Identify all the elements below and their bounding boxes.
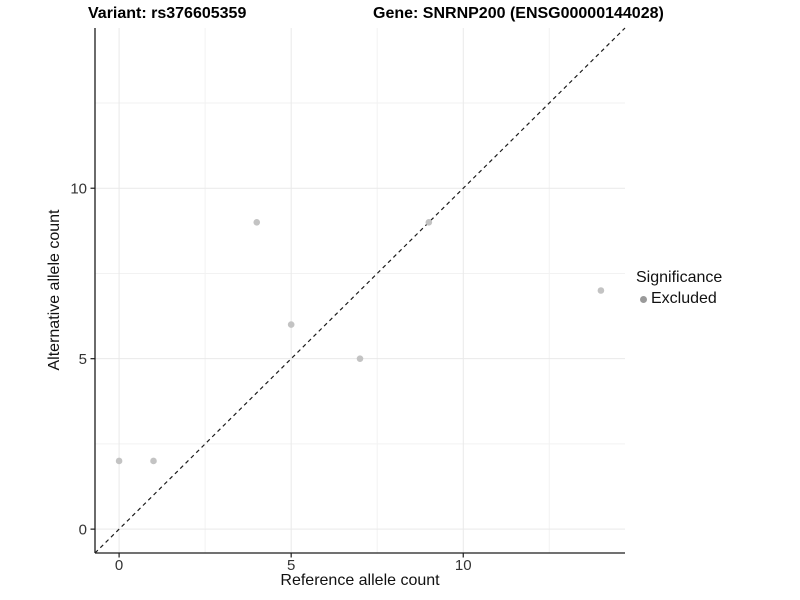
y-tick-label: 5 <box>79 351 87 368</box>
x-tick-label: 0 <box>115 557 123 574</box>
data-point <box>356 355 364 362</box>
legend-key-dot-icon <box>640 295 647 303</box>
data-point <box>150 457 157 465</box>
x-axis-title: Reference allele count <box>280 572 440 589</box>
legend: Significance Excluded <box>636 268 722 308</box>
x-tick-label: 5 <box>287 557 295 574</box>
identity-reference-line <box>94 27 626 554</box>
data-point <box>425 219 433 226</box>
x-tick-label: 10 <box>455 557 472 574</box>
legend-title: Significance <box>636 269 723 286</box>
data-point <box>287 321 295 328</box>
gene-title: Gene: SNRNP200 (ENSG00000144028) <box>373 5 664 22</box>
variant-title: Variant: rs376605359 <box>88 5 247 22</box>
legend-item-label: Excluded <box>651 290 717 307</box>
legend-item-excluded: Excluded <box>640 290 722 308</box>
data-point <box>253 219 261 226</box>
y-tick-label: 0 <box>79 521 87 538</box>
y-tick-label: 10 <box>70 180 87 197</box>
data-point <box>115 457 123 465</box>
data-point <box>597 287 605 294</box>
y-axis-title: Alternative allele count <box>46 209 63 371</box>
